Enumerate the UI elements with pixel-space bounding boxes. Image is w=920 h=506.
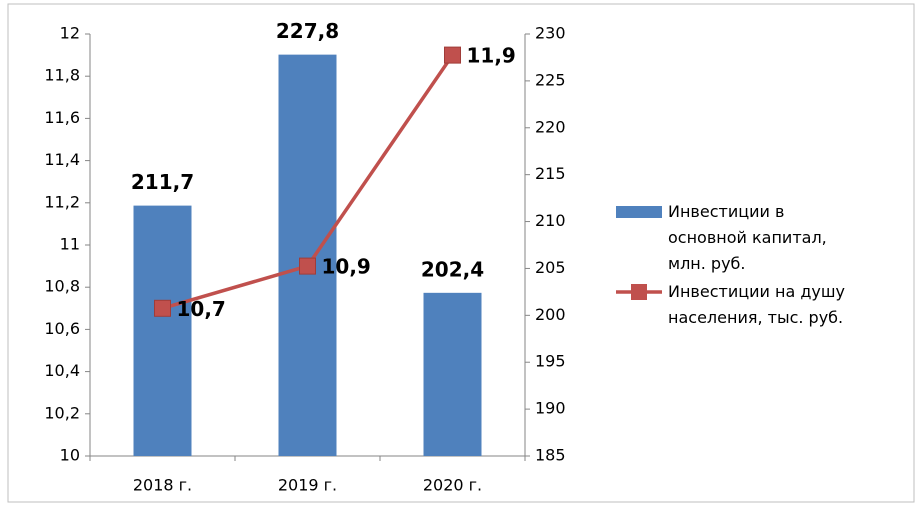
y-tick-label: 11 bbox=[60, 235, 80, 254]
x-tick-label: 2020 г. bbox=[423, 476, 482, 495]
y2-tick-label: 205 bbox=[535, 258, 566, 277]
legend-label: Инвестиции в основной капитал, млн. руб. bbox=[668, 202, 827, 273]
bar bbox=[278, 54, 337, 457]
y2-tick-label: 230 bbox=[535, 24, 566, 43]
y-tick-label: 10,2 bbox=[44, 403, 80, 422]
legend-swatch bbox=[616, 206, 662, 218]
y-tick-label: 10,4 bbox=[44, 361, 80, 380]
y-tick-label: 11,6 bbox=[44, 108, 80, 127]
y-tick-label: 10 bbox=[60, 446, 80, 465]
data-label: 10,7 bbox=[177, 297, 226, 321]
y-tick-label: 10,8 bbox=[44, 277, 80, 296]
line-marker bbox=[154, 299, 171, 317]
legend-label: Инвестиции на душу населения, тыс. руб. bbox=[668, 282, 845, 327]
y-tick-label: 11,2 bbox=[44, 192, 80, 211]
x-tick-label: 2018 г. bbox=[133, 476, 192, 495]
y2-tick-label: 185 bbox=[535, 446, 566, 465]
data-label: 202,4 bbox=[421, 257, 484, 281]
y2-tick-label: 210 bbox=[535, 211, 566, 230]
data-label: 211,7 bbox=[131, 170, 194, 194]
y2-tick-label: 215 bbox=[535, 164, 566, 183]
y2-tick-label: 220 bbox=[535, 117, 566, 136]
y2-tick-label: 225 bbox=[535, 70, 566, 89]
data-label: 11,9 bbox=[467, 44, 516, 68]
y-tick-label: 12 bbox=[60, 24, 80, 43]
data-label: 227,8 bbox=[276, 19, 339, 43]
y-tick-label: 11,4 bbox=[44, 150, 80, 169]
data-label: 10,9 bbox=[322, 255, 371, 279]
y2-tick-label: 195 bbox=[535, 352, 566, 371]
bar bbox=[133, 205, 192, 456]
y2-tick-label: 200 bbox=[535, 305, 566, 324]
legend-swatch bbox=[631, 284, 647, 300]
y2-tick-label: 190 bbox=[535, 399, 566, 418]
bar bbox=[423, 292, 482, 456]
y-tick-label: 10,6 bbox=[44, 319, 80, 338]
y-tick-label: 11,8 bbox=[44, 66, 80, 85]
line-marker bbox=[299, 257, 316, 275]
x-tick-label: 2019 г. bbox=[278, 476, 337, 495]
line-marker bbox=[444, 46, 461, 64]
